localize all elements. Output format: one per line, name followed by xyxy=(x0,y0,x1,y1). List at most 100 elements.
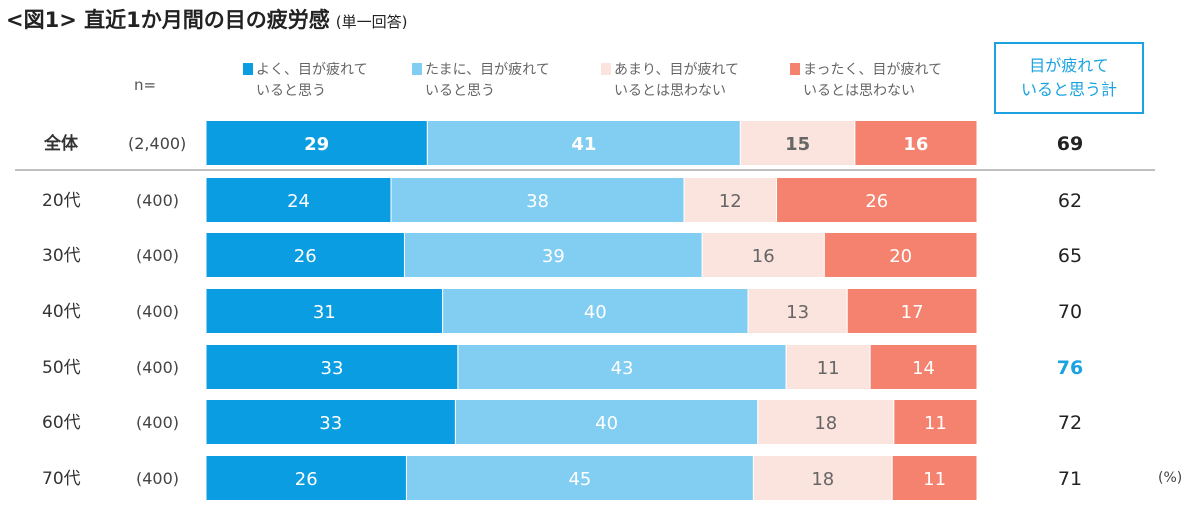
data-label: 39 xyxy=(542,246,565,267)
total-value: 65 xyxy=(1058,245,1082,267)
bar-segment xyxy=(785,344,871,390)
category-label: 30代 xyxy=(42,246,81,266)
bar-segment xyxy=(846,288,978,334)
total-header-line2: いると思う計 xyxy=(1020,80,1117,99)
legend-label: たまに、目が疲れて xyxy=(425,62,550,78)
data-label: 11 xyxy=(817,358,840,379)
data-label: 11 xyxy=(923,469,946,490)
legend-label-line2: いるとは思わない xyxy=(614,83,726,99)
data-label: 16 xyxy=(752,246,775,267)
legend-label: よく、目が疲れて xyxy=(256,62,368,78)
total-value: 71 xyxy=(1058,468,1082,490)
bar-segment xyxy=(747,288,848,334)
n-value: (400) xyxy=(136,358,179,377)
bar-segment xyxy=(752,455,893,501)
legend-swatch xyxy=(601,63,611,75)
n-value: (400) xyxy=(136,469,179,488)
legend-swatch xyxy=(412,63,422,75)
legend-label-line2: いると思う xyxy=(425,83,495,99)
data-label: 18 xyxy=(814,413,837,434)
bar-segment xyxy=(869,344,978,390)
total-value: 69 xyxy=(1057,133,1083,155)
data-label: 13 xyxy=(786,302,809,323)
data-label: 20 xyxy=(889,246,912,267)
legend-label-line2: いると思う xyxy=(256,83,326,99)
bar-segment xyxy=(683,177,778,223)
data-label: 26 xyxy=(865,191,888,212)
data-label: 16 xyxy=(903,134,928,155)
data-label: 38 xyxy=(526,191,549,212)
bar-segment xyxy=(403,232,703,278)
bar-segment xyxy=(454,399,759,445)
legend-label-line2: いるとは思わない xyxy=(803,83,915,99)
total-header: 目が疲れて いると思う計 xyxy=(994,42,1144,114)
data-label: 41 xyxy=(571,134,596,155)
category-label: 全体 xyxy=(43,133,79,154)
bar-segment xyxy=(823,232,978,278)
data-label: 26 xyxy=(294,246,317,267)
bar-segment xyxy=(893,399,978,445)
bar-segment xyxy=(776,177,978,223)
data-label: 43 xyxy=(611,358,634,379)
legend-item: あまり、目が疲れて いるとは思わない xyxy=(601,60,739,102)
bar-segment xyxy=(205,177,392,223)
data-label: 40 xyxy=(595,413,618,434)
data-label: 17 xyxy=(901,302,924,323)
category-label: 60代 xyxy=(42,413,81,433)
legend-item: たまに、目が疲れて いると思う xyxy=(412,60,550,102)
category-label: 70代 xyxy=(42,469,81,489)
data-label: 12 xyxy=(719,191,742,212)
data-label: 14 xyxy=(912,358,935,379)
bar-segment xyxy=(205,399,456,445)
bar-segment xyxy=(205,232,405,278)
bar-segment xyxy=(205,120,428,166)
data-label: 33 xyxy=(319,413,342,434)
bar-segment xyxy=(426,120,741,166)
data-label: 40 xyxy=(584,302,607,323)
category-label: 40代 xyxy=(42,302,81,322)
bar-segment xyxy=(405,455,754,501)
bar-segment xyxy=(205,344,459,390)
total-value: 62 xyxy=(1058,190,1082,212)
data-label: 45 xyxy=(568,469,591,490)
data-label: 11 xyxy=(924,413,947,434)
n-value: (400) xyxy=(136,413,179,432)
total-value: 70 xyxy=(1058,301,1082,323)
bar-segment xyxy=(205,288,444,334)
n-value: (400) xyxy=(136,302,179,321)
legend-item: まったく、目が疲れて いるとは思わない xyxy=(790,60,942,102)
n-value: (400) xyxy=(136,191,179,210)
n-value: (2,400) xyxy=(128,134,186,153)
data-label: 31 xyxy=(313,302,336,323)
bar-segment xyxy=(701,232,825,278)
legend-label: まったく、目が疲れて xyxy=(803,62,943,78)
data-label: 33 xyxy=(321,358,344,379)
total-value: 76 xyxy=(1057,357,1083,379)
data-label: 18 xyxy=(811,469,834,490)
data-label: 15 xyxy=(785,134,810,155)
bar-segment xyxy=(390,177,685,223)
category-label: 20代 xyxy=(42,191,81,211)
legend-item: よく、目が疲れて いると思う xyxy=(243,60,368,102)
bar-segment xyxy=(854,120,978,166)
chart-subtitle: (単一回答) xyxy=(335,13,408,31)
data-label: 24 xyxy=(287,191,310,212)
bar-segment xyxy=(891,455,978,501)
legend-label: あまり、目が疲れて xyxy=(614,62,740,78)
chart-title: <図1> 直近1か月間の目の疲労感 (単一回答) xyxy=(6,8,408,32)
bar-segment xyxy=(457,344,787,390)
n-label: n= xyxy=(134,76,157,94)
legend-swatch xyxy=(790,63,800,75)
data-label: 26 xyxy=(295,469,318,490)
n-value: (400) xyxy=(136,246,179,265)
bar-segment xyxy=(739,120,856,166)
category-label: 50代 xyxy=(42,358,81,378)
legend-swatch xyxy=(243,63,253,75)
total-value: 72 xyxy=(1058,412,1082,434)
bar-segment xyxy=(205,455,407,501)
data-label: 29 xyxy=(304,134,329,155)
unit-label: (%) xyxy=(1158,470,1183,486)
bar-segment xyxy=(757,399,895,445)
